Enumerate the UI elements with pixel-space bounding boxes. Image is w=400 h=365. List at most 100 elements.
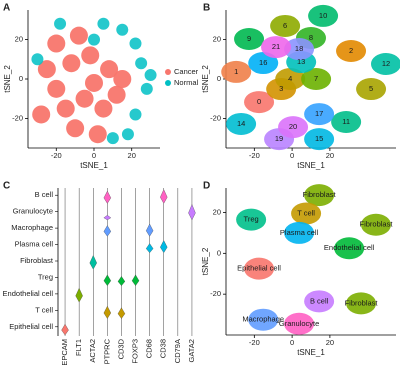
cluster-label: 15 (315, 134, 323, 143)
violin (89, 254, 97, 270)
cluster-blob (278, 116, 309, 139)
point-cloud (135, 57, 148, 70)
y-tick-label: 20 (213, 35, 221, 44)
point-cloud (69, 26, 88, 45)
gene-label: CD68 (145, 339, 154, 358)
panel-label: B (203, 3, 210, 14)
cluster-blob (360, 213, 391, 236)
cluster-blob (304, 290, 335, 313)
violin (103, 305, 112, 319)
y-tick-label: 20 (213, 207, 221, 216)
violin (61, 323, 69, 336)
point-cloud (121, 128, 134, 141)
gene-label: CD3D (116, 338, 125, 359)
gene-label: FOXP3 (131, 339, 140, 364)
legend-swatch (165, 80, 171, 86)
cluster-label: 21 (272, 42, 280, 51)
violin (103, 225, 112, 237)
cluster-blob (234, 27, 265, 50)
point-cloud (47, 34, 66, 53)
y-tick-label: 0 (217, 74, 221, 83)
gene-label: FLT1 (74, 339, 83, 356)
point-cloud (88, 125, 107, 144)
legend-label: Cancer (174, 67, 199, 76)
y-tick-label: -20 (210, 113, 221, 122)
gene-label: ACTA2 (88, 339, 97, 363)
gene-label: CD38 (159, 339, 168, 358)
panel-label: C (3, 181, 10, 192)
cluster-blob (291, 202, 322, 225)
point-cloud (107, 85, 126, 104)
point-cloud (144, 69, 157, 82)
cluster-blob (346, 292, 377, 315)
cluster-label: 11 (342, 117, 350, 126)
point-cloud (75, 89, 94, 108)
cluster-label: Macrophage (242, 315, 284, 324)
cluster-blob (304, 128, 335, 151)
cluster-label: 18 (295, 44, 303, 53)
cluster-label: 0 (257, 97, 261, 106)
cluster-label: 6 (283, 21, 287, 30)
cluster-blob (301, 68, 332, 90)
cluster-label: 9 (247, 34, 251, 43)
cluster-blob (331, 110, 362, 133)
point-cloud (106, 132, 119, 145)
point-cloud (113, 70, 132, 88)
cluster-label: 13 (297, 57, 305, 66)
violin (160, 189, 168, 204)
cluster-label: B cell (310, 296, 329, 305)
point-cloud (140, 82, 153, 95)
cluster-label: Granulocyte (279, 319, 319, 328)
point-cloud (31, 53, 44, 66)
x-tick-label: 0 (290, 151, 294, 160)
x-axis-title: tSNE_1 (297, 348, 325, 357)
x-tick-label: 20 (326, 151, 334, 160)
point-cloud (85, 73, 103, 92)
gene-label: PTPRC (102, 338, 111, 364)
cluster-label: Fibroblast (345, 298, 379, 307)
y-axis-title: tSNE_2 (201, 247, 210, 275)
gene-label: CD79A (173, 339, 182, 363)
gene-label: GATA2 (187, 339, 196, 362)
x-axis-title: tSNE_1 (80, 161, 108, 170)
cluster-label: 3 (279, 84, 283, 93)
cluster-label: 2 (349, 46, 353, 55)
point-cloud (88, 33, 100, 46)
x-tick-label: 0 (290, 338, 294, 347)
cluster-blob (226, 112, 257, 135)
point-cloud (94, 99, 113, 118)
point-cloud (56, 99, 75, 118)
cluster-label: 5 (369, 84, 373, 93)
point-cloud (32, 105, 51, 124)
cluster-label: 4 (288, 74, 292, 83)
row-label: Macrophage (11, 223, 53, 232)
point-cloud (100, 60, 119, 79)
cluster-label: 20 (289, 122, 297, 131)
legend-label: Normal (174, 78, 199, 87)
cluster-label: 19 (275, 134, 283, 143)
cluster-blob (304, 103, 335, 126)
cluster-label: 17 (315, 109, 323, 118)
violin (75, 287, 83, 303)
cluster-label: 1 (234, 67, 238, 76)
cluster-blob (236, 208, 267, 231)
point-cloud (129, 108, 142, 121)
y-tick-label: 20 (15, 35, 23, 44)
cluster-label: Endothelial cell (324, 243, 375, 252)
y-axis-title: tSNE_2 (201, 65, 210, 93)
row-label: B cell (35, 190, 54, 199)
cluster-label: 7 (314, 74, 318, 83)
point-cloud (37, 60, 56, 79)
row-label: T cell (35, 305, 53, 314)
y-tick-label: 0 (19, 74, 23, 83)
x-tick-label: -20 (249, 338, 260, 347)
cluster-label: 10 (319, 11, 327, 20)
point-cloud (116, 23, 129, 36)
cluster-blob (244, 257, 275, 280)
cluster-label: Fibroblast (360, 220, 394, 229)
cluster-blob (308, 4, 339, 27)
cluster-label: Plasma cell (280, 228, 319, 237)
violin (117, 276, 126, 286)
cluster-label: 12 (382, 59, 390, 68)
cluster-label: Treg (244, 215, 259, 224)
